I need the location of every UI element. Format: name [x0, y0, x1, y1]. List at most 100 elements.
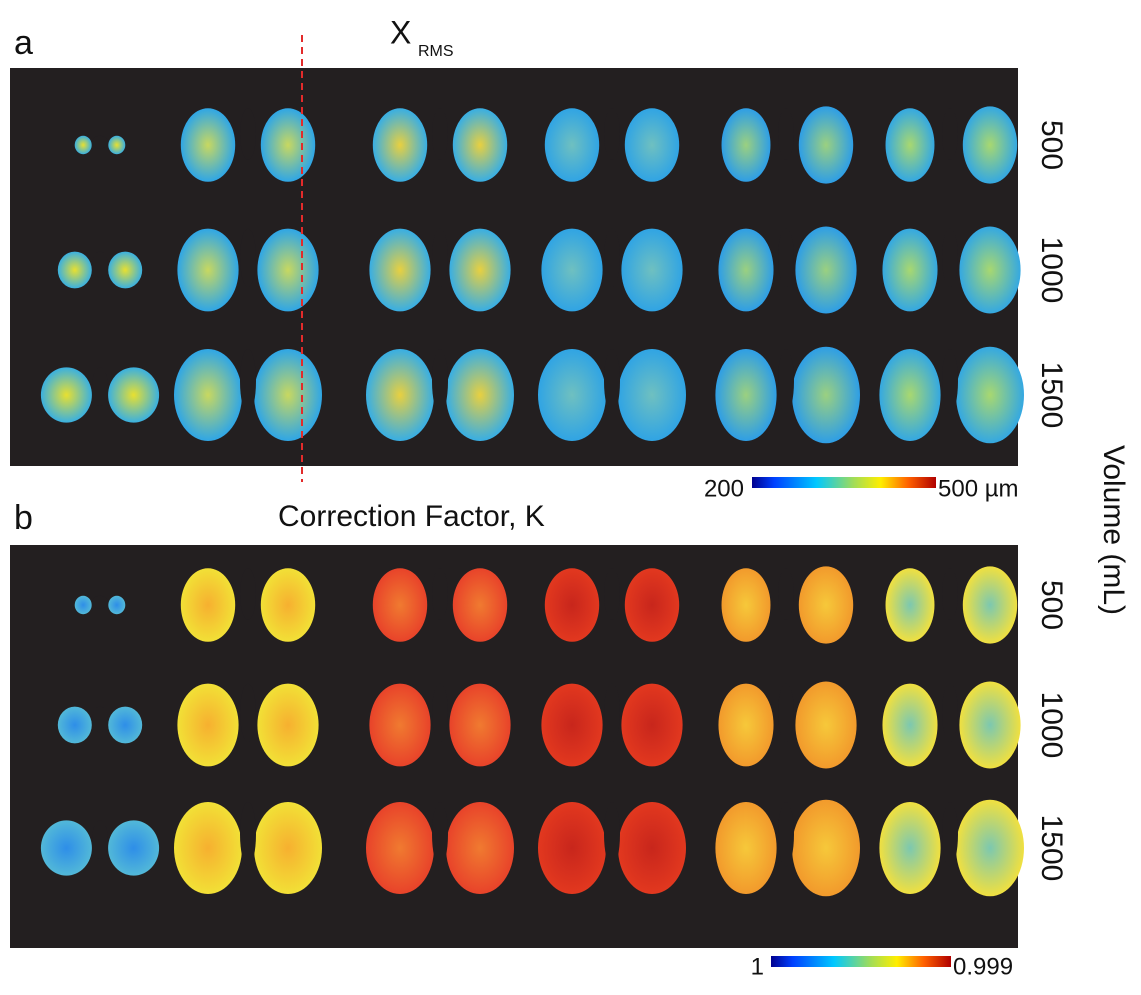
airway-gap — [240, 349, 256, 413]
row-label: 500 — [1035, 580, 1068, 630]
lung-right — [453, 568, 507, 642]
lung-left — [879, 802, 940, 894]
row-label: 500 — [1035, 120, 1068, 170]
lung-right — [625, 568, 679, 642]
colorbar-max: 0.999 — [953, 953, 1013, 980]
airway-gap — [240, 684, 256, 742]
lung-left — [177, 229, 238, 312]
lung-left — [177, 684, 238, 767]
lung-right — [618, 349, 686, 441]
panel-label: a — [14, 24, 33, 62]
lung-left — [715, 802, 776, 894]
lung-left — [373, 108, 427, 182]
airway-gap — [92, 596, 108, 609]
airway-gap — [604, 684, 620, 742]
airway-gap — [604, 108, 620, 160]
airway-gap — [604, 568, 620, 620]
lung-right — [449, 229, 510, 312]
lung-left — [722, 568, 771, 642]
panel-b-background — [10, 545, 1018, 948]
lung-right — [449, 684, 510, 767]
airway-gap — [240, 108, 256, 160]
lung-left — [58, 707, 92, 744]
airway-gap — [604, 802, 620, 866]
lung-left — [882, 229, 937, 312]
airway-gap — [240, 568, 256, 620]
airway-gap — [240, 802, 256, 866]
panel-title: X — [390, 14, 411, 50]
airway-gap — [92, 367, 108, 406]
lung-left — [75, 596, 92, 614]
lung-left — [174, 802, 242, 894]
colorbar-min: 1 — [751, 953, 764, 980]
lung-right — [108, 820, 159, 875]
lung-left — [181, 568, 235, 642]
lung-left — [715, 349, 776, 441]
lung-right — [956, 347, 1024, 444]
lung-right — [446, 349, 514, 441]
airway-gap — [92, 707, 108, 733]
lung-right — [963, 106, 1017, 183]
lung-left — [722, 108, 771, 182]
row-label: 1000 — [1035, 237, 1068, 304]
lung-left — [41, 820, 92, 875]
lung-right — [261, 568, 315, 642]
row-label: 1500 — [1035, 362, 1068, 429]
lung-right — [963, 566, 1017, 643]
airway-gap — [778, 802, 794, 866]
airway-gap — [240, 229, 256, 287]
airway-gap — [942, 229, 958, 287]
airway-gap — [778, 108, 794, 160]
colorbar-max: 500 µm — [938, 475, 1019, 502]
airway-gap — [778, 684, 794, 742]
lung-right — [621, 684, 682, 767]
lung-right — [108, 367, 159, 422]
lung-left — [538, 802, 606, 894]
panel-a-background — [10, 68, 1018, 466]
lung-right — [108, 136, 125, 154]
lung-right — [621, 229, 682, 312]
airway-gap — [942, 684, 958, 742]
airway-gap — [432, 568, 448, 620]
colorbar — [771, 956, 951, 967]
lung-right — [799, 106, 853, 183]
airway-gap — [942, 349, 958, 413]
lung-left — [882, 684, 937, 767]
row-label: 1500 — [1035, 815, 1068, 882]
lung-left — [541, 684, 602, 767]
lung-left — [373, 568, 427, 642]
lung-left — [369, 684, 430, 767]
row-label: 1000 — [1035, 692, 1068, 759]
airway-gap — [778, 568, 794, 620]
airway-gap — [604, 349, 620, 413]
lung-left — [58, 252, 92, 289]
airway-gap — [432, 684, 448, 742]
lung-right — [618, 802, 686, 894]
lung-right — [956, 800, 1024, 897]
airway-gap — [942, 568, 958, 620]
lung-right — [795, 227, 856, 314]
lung-left — [75, 136, 92, 154]
airway-gap — [432, 349, 448, 413]
airway-gap — [942, 108, 958, 160]
lung-left — [545, 108, 599, 182]
lung-left — [181, 108, 235, 182]
panel-label: b — [14, 499, 33, 537]
lung-right — [257, 229, 318, 312]
lung-left — [369, 229, 430, 312]
lung-left — [538, 349, 606, 441]
lung-left — [886, 568, 935, 642]
lung-left — [718, 684, 773, 767]
lung-left — [879, 349, 940, 441]
panel-title: Correction Factor, K — [278, 500, 545, 533]
lung-left — [41, 367, 92, 422]
lung-right — [453, 108, 507, 182]
airway-gap — [432, 802, 448, 866]
colorbar — [752, 477, 936, 488]
lung-left — [886, 108, 935, 182]
airway-gap — [604, 229, 620, 287]
lung-left — [545, 568, 599, 642]
lung-right — [257, 684, 318, 767]
airway-gap — [778, 229, 794, 287]
lung-right — [799, 566, 853, 643]
